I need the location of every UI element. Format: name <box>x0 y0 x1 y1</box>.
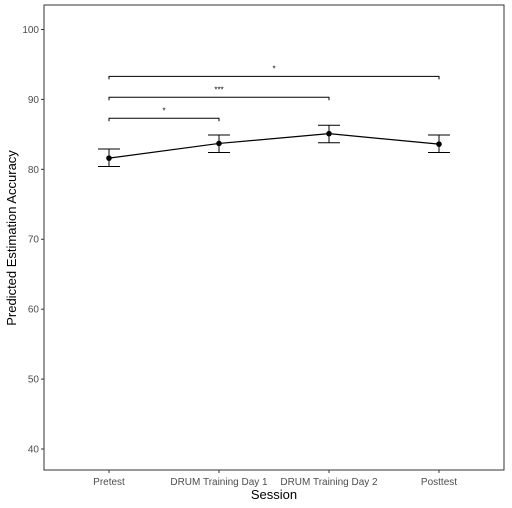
x-tick-label: Pretest <box>93 477 125 488</box>
y-tick-label: 70 <box>28 235 40 246</box>
y-axis-title: Predicted Estimation Accuracy <box>4 150 19 326</box>
significance-bracket <box>108 96 330 101</box>
y-tick-label: 80 <box>28 165 40 176</box>
x-tick-label: DRUM Training Day 2 <box>280 477 378 488</box>
y-tick-label: 50 <box>28 375 40 386</box>
y-tick-label: 40 <box>28 445 40 456</box>
significance-label: * <box>162 106 165 115</box>
significance-bracket <box>108 75 440 80</box>
y-tick-label: 60 <box>28 305 40 316</box>
y-tick-label: 100 <box>22 25 39 36</box>
data-point <box>436 141 442 147</box>
x-tick-label: DRUM Training Day 1 <box>170 477 268 488</box>
significance-brackets: ***** <box>108 64 440 122</box>
error-bars <box>98 124 450 168</box>
significance-bracket <box>108 117 220 122</box>
panel-border <box>43 4 505 471</box>
data-point <box>216 140 222 147</box>
data-points <box>106 130 442 161</box>
series-line-group <box>108 133 440 159</box>
significance-label: * <box>272 64 275 73</box>
y-tick-label: 90 <box>28 95 40 106</box>
significance-label: *** <box>214 85 223 94</box>
data-point <box>326 130 332 137</box>
series-line <box>108 133 440 159</box>
data-point <box>106 155 112 161</box>
x-axis-title: Session <box>251 487 297 502</box>
x-tick-label: Posttest <box>421 477 457 488</box>
